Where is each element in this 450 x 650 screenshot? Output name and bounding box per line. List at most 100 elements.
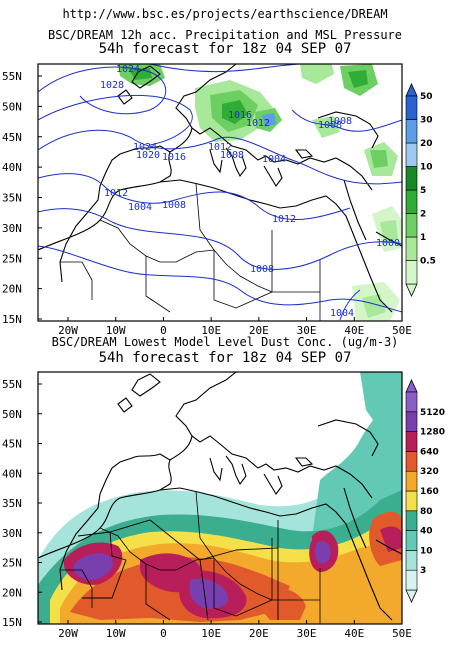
coastline-segment [159,179,393,313]
lat-tick-label: 55N [2,378,22,391]
coastline-segment [191,435,373,499]
isobar-labels: 1024 1028 1024 1020 1016 1012 1008 1004 … [100,64,400,319]
coastline-segment [375,231,402,247]
isobar-label: 1000 [376,238,400,249]
coastline-segment [117,89,133,105]
isobar-label: 1008 [318,120,342,131]
legend-swatch [405,391,418,413]
legend-value: 1 [420,233,426,243]
coastline-segment [131,373,161,397]
isobar-label: 1024 [133,142,157,153]
legend-arrow-top [405,379,418,393]
coastline-segment [225,455,247,486]
precipitation-pressure-map: 1024 1028 1024 1020 1016 1012 1008 1004 … [37,63,403,322]
lat-tick-label: 40N [2,467,22,480]
lon-tick-label: 40E [344,324,364,337]
legend-value: 10 [420,546,433,556]
country-border [145,564,171,621]
coastline-segment [317,419,379,457]
coastline-segment [209,149,223,174]
isobar-label: 1020 [136,150,160,161]
legend-swatch [405,550,418,571]
legend-swatch [405,451,418,472]
coastline-segment [294,149,314,159]
bottom-map-title: BSC/DREAM Lowest Model Level Dust Conc. … [51,335,399,349]
legend-value: 2 [420,210,426,220]
country-border [271,538,320,601]
isobar-label: 1016 [228,110,252,121]
country-border [99,527,273,601]
isobar-label: 1028 [100,80,124,91]
lat-tick-label: 45N [2,438,22,451]
isobar-label: 1024 [116,64,140,75]
legend-value: 5 [420,186,426,196]
legend-swatch [405,490,418,512]
coastline-segment [117,397,133,413]
coastline-segment [159,487,393,621]
bottom-map-subtitle: 54h forecast for 18z 04 SEP 07 [98,350,352,366]
isobar-label: 1016 [162,152,186,163]
legend-value: 20 [420,139,433,149]
dust-legend: 3 10 40 80 160 320 640 1280 5120 [405,379,445,603]
dust-areas [38,372,402,624]
isobar-label: 1012 [272,214,296,225]
country-border [145,256,171,313]
coastline-segment [343,179,367,241]
coastline-segment [169,64,237,153]
legend-swatch [405,213,418,238]
lat-tick-label: 20N [2,586,22,599]
isobar-label: 1012 [246,118,270,129]
country-border [213,558,273,617]
isobar-label: 1008 [328,116,352,127]
legend-swatch [405,260,418,285]
legend-value: 50 [420,92,433,102]
coastline-segment [263,165,283,187]
lon-tick-label: 50E [392,627,412,640]
lat-tick-label: 45N [2,131,22,144]
lon-tick-label: 50E [392,324,412,337]
legend-swatch [405,142,418,167]
coastline-segment [317,111,379,149]
legend-arrow-bottom [405,589,418,603]
country-border [99,219,273,293]
isobar-label: 1008 [162,200,186,211]
legend-value: 0.5 [420,257,436,267]
legend-swatch [405,95,418,120]
coastline-segment [375,539,402,555]
isobars [38,64,402,321]
legend-value: 640 [420,447,439,457]
isobar-label: 1004 [330,308,354,319]
coastline-segment [38,453,172,591]
isobar-label: 1012 [104,188,128,199]
top-map-title: BSC/DREAM 12h acc. Precipitation and MSL… [47,28,402,42]
legend-swatch [405,119,418,144]
coastline-segment [225,147,247,178]
coastline-segment [263,473,283,495]
lon-tick-label: 10E [201,627,221,640]
legend-value: 160 [420,487,439,497]
legend-swatch [405,431,418,452]
legend-arrow-bottom [405,283,418,297]
lat-tick-label: 15N [2,616,22,629]
coastline-segment [191,127,373,191]
isobar-label: 1004 [128,202,152,213]
legend-swatch [405,189,418,214]
legend-value: 3 [420,566,426,576]
country-border [213,250,273,309]
legend-value: 10 [420,163,433,173]
coastline-segment [209,457,223,482]
country-border [195,491,215,559]
coastlines [38,64,402,321]
lat-tick-label: 55N [2,70,22,83]
source-url: http://www.bsc.es/projects/earthscience/… [62,7,388,21]
lon-tick-label: 20W [58,627,78,640]
lon-tick-label: 0 [160,324,167,337]
legend-value: 5120 [420,408,445,418]
lat-tick-label: 20N [2,283,22,296]
legend-swatch [405,236,418,261]
legend-arrow-top [405,83,418,97]
coastline-segment [343,487,367,549]
precipitation-areas [118,64,402,321]
isobar-label: 1008 [250,264,274,275]
